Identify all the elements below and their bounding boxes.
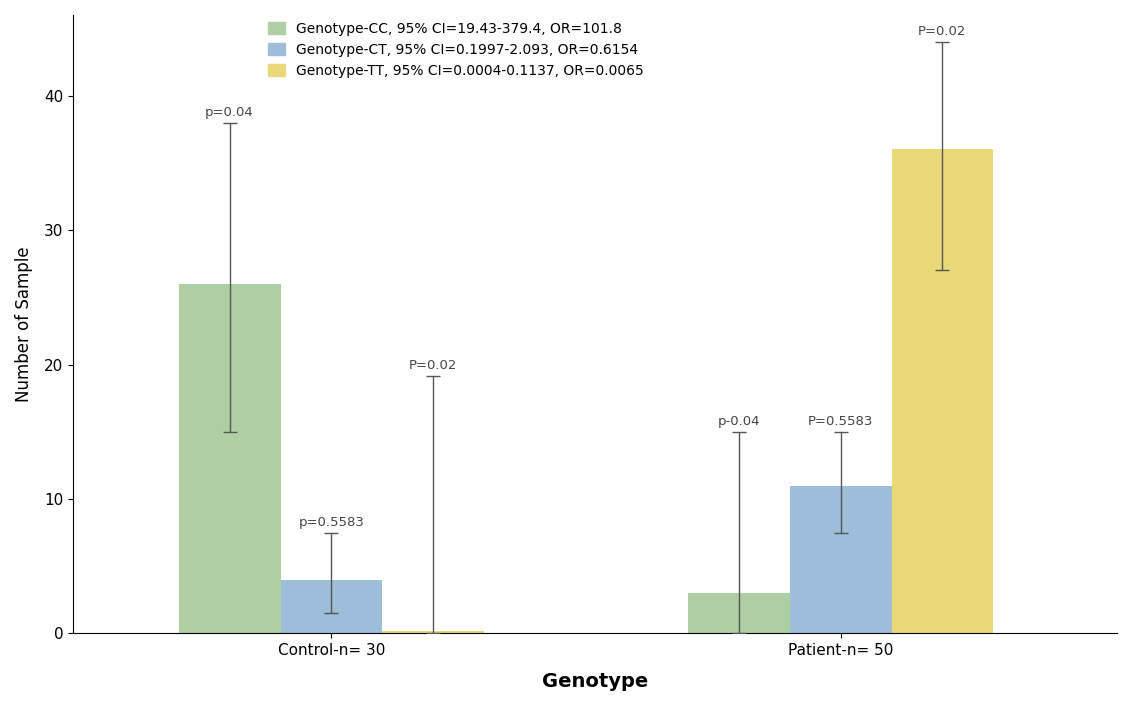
- Bar: [383, 631, 484, 633]
- Y-axis label: Number of Sample: Number of Sample: [15, 246, 33, 402]
- Bar: [179, 284, 281, 633]
- Text: P=0.02: P=0.02: [409, 359, 457, 372]
- Text: p-0.04: p-0.04: [718, 414, 760, 428]
- Text: P=0.02: P=0.02: [918, 25, 967, 38]
- X-axis label: Genotype: Genotype: [542, 672, 649, 691]
- Bar: [688, 593, 790, 633]
- Legend: Genotype-CC, 95% CI=19.43-379.4, OR=101.8, Genotype-CT, 95% CI=0.1997-2.093, OR=: Genotype-CC, 95% CI=19.43-379.4, OR=101.…: [268, 22, 644, 78]
- Bar: [892, 150, 994, 633]
- Bar: [790, 486, 892, 633]
- Text: p=0.5583: p=0.5583: [299, 515, 365, 529]
- Text: P=0.5583: P=0.5583: [808, 414, 873, 428]
- Bar: [281, 580, 383, 633]
- Text: p=0.04: p=0.04: [205, 105, 254, 119]
